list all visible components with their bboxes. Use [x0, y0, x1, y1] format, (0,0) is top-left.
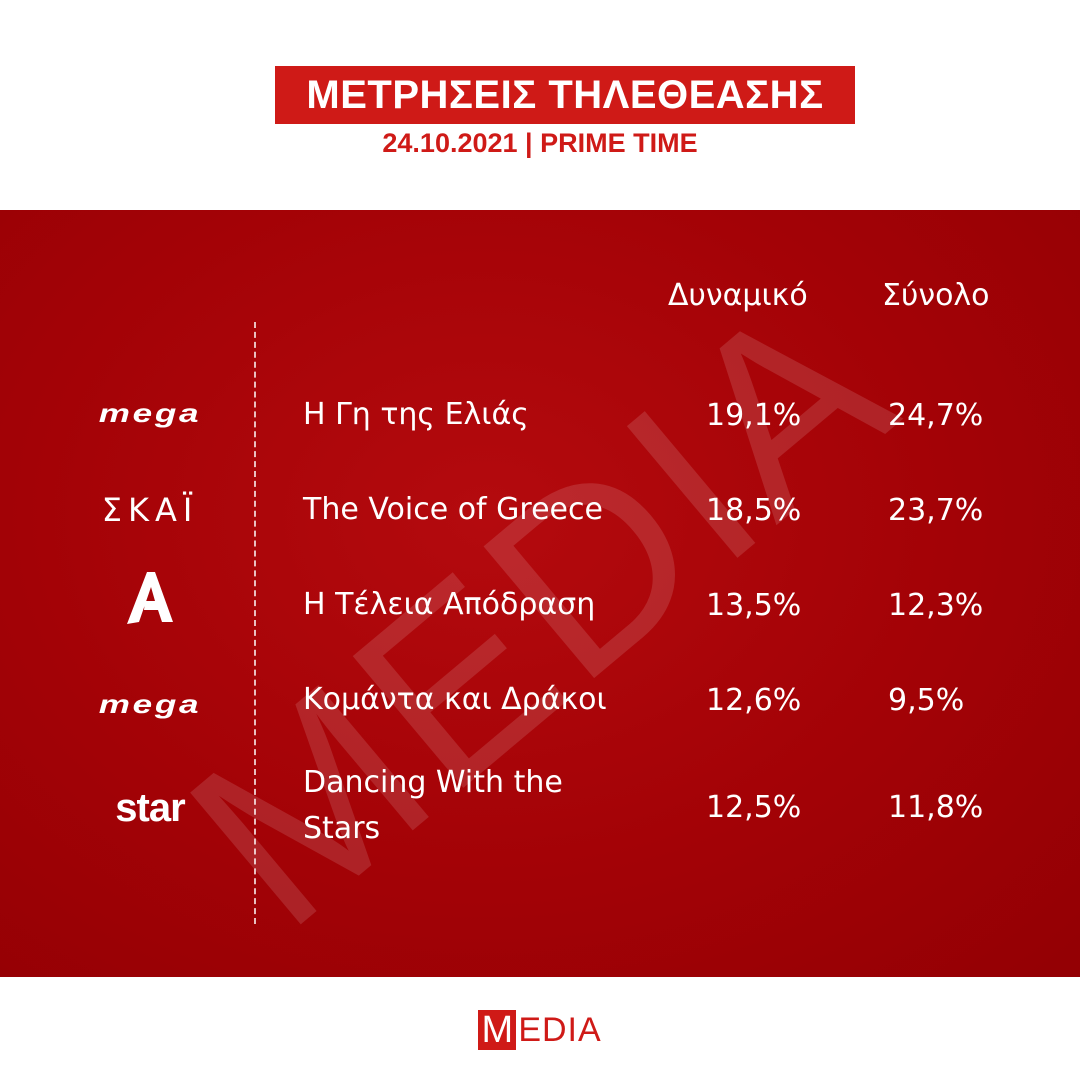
total-value: 11,8% [888, 790, 984, 825]
footer-brand: M EDIA [0, 1009, 1080, 1051]
show-title: The Voice of Greece [303, 492, 603, 527]
page-title: ΜΕΤΡΗΣΕΙΣ ΤΗΛΕΘΕΑΣΗΣ [275, 66, 855, 124]
show-title: Dancing With the Stars [303, 765, 563, 846]
potential-value: 18,5% [706, 493, 802, 528]
show-title: Η Τέλεια Απόδραση [303, 587, 596, 622]
show-title: Η Γη της Ελιάς [303, 397, 529, 432]
potential-value: 13,5% [706, 588, 802, 623]
brand-logo-text: EDIA [518, 1010, 602, 1049]
dashed-divider [254, 322, 256, 924]
potential-value: 12,6% [706, 683, 802, 718]
alpha-icon [127, 572, 173, 624]
total-value: 12,3% [888, 588, 984, 623]
mega-logo: mega [98, 398, 202, 428]
mega-logo: mega [98, 689, 202, 719]
alpha-logo [60, 570, 240, 630]
total-value: 9,5% [888, 683, 965, 718]
column-header-total: Σύνολο [882, 278, 990, 313]
total-value: 24,7% [888, 398, 984, 433]
column-header-potential: Δυναμικό [668, 278, 808, 313]
potential-value: 12,5% [706, 790, 802, 825]
total-value: 23,7% [888, 493, 984, 528]
star-logo: star [115, 786, 185, 830]
brand-logo-mark: M [478, 1009, 517, 1051]
show-title: Κομάντα και Δράκοι [303, 682, 607, 717]
ratings-panel: MEDIA Δυναμικό Σύνολο mega Η Γη της Ελιά… [0, 210, 1080, 977]
skai-logo: ΣΚΑΪ [101, 491, 199, 529]
potential-value: 19,1% [706, 398, 802, 433]
date-subtitle: 24.10.2021 | PRIME TIME [382, 128, 698, 158]
